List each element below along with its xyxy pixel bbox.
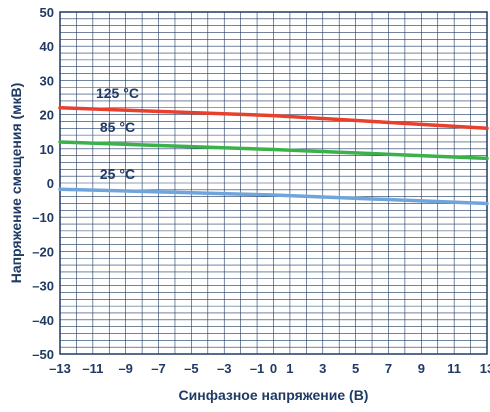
- y-tick-label: 50: [40, 5, 54, 20]
- x-tick-label: –11: [82, 361, 103, 376]
- series-line: [58, 187, 489, 206]
- y-tick-label: 0: [47, 176, 54, 191]
- x-tick-label: –9: [118, 361, 132, 376]
- x-tick-label: 13: [480, 361, 490, 376]
- x-tick-label: 11: [447, 361, 461, 376]
- y-tick-label: –20: [32, 244, 54, 259]
- y-tick-label: –50: [32, 347, 54, 362]
- y-tick-labels: 50 40 30 20 10 0 –10 –20 –30 –40 –50: [32, 5, 54, 362]
- x-tick-label: 7: [385, 361, 392, 376]
- x-tick-label: –7: [151, 361, 165, 376]
- y-tick-label: 30: [40, 73, 54, 88]
- series-line: [58, 140, 489, 161]
- x-tick-label: 0: [270, 361, 277, 376]
- series-line: [58, 106, 489, 131]
- plot-frame: [59, 11, 488, 355]
- x-tick-label: –3: [217, 361, 231, 376]
- x-tick-label: 5: [352, 361, 359, 376]
- y-tick-label: 20: [40, 108, 54, 123]
- x-tick-label: 1: [286, 361, 293, 376]
- x-tick-label: –13: [49, 361, 71, 376]
- series-label: 25 °C: [100, 166, 135, 182]
- y-tick-label: 40: [40, 39, 54, 54]
- x-axis-title: Синфазное напряжение (В): [179, 387, 369, 403]
- series-label: 85 °C: [100, 119, 135, 135]
- x-tick-label: 9: [418, 361, 425, 376]
- x-tick-label: 3: [319, 361, 326, 376]
- y-tick-label: –40: [32, 313, 54, 328]
- x-tick-label: –5: [184, 361, 198, 376]
- x-tick-label: –1: [250, 361, 264, 376]
- y-tick-label: –10: [32, 210, 54, 225]
- y-axis-title: Напряжение смещения (мкВ): [8, 83, 24, 284]
- series-label: 125 °C: [96, 85, 139, 101]
- grid: [59, 11, 488, 355]
- series-layer: 125 °C 85 °C 25 °C: [58, 85, 489, 206]
- x-tick-labels: –13–11–9–7–5–3–10135791113: [49, 361, 490, 376]
- y-tick-label: 10: [40, 142, 54, 157]
- y-tick-label: –30: [32, 279, 54, 294]
